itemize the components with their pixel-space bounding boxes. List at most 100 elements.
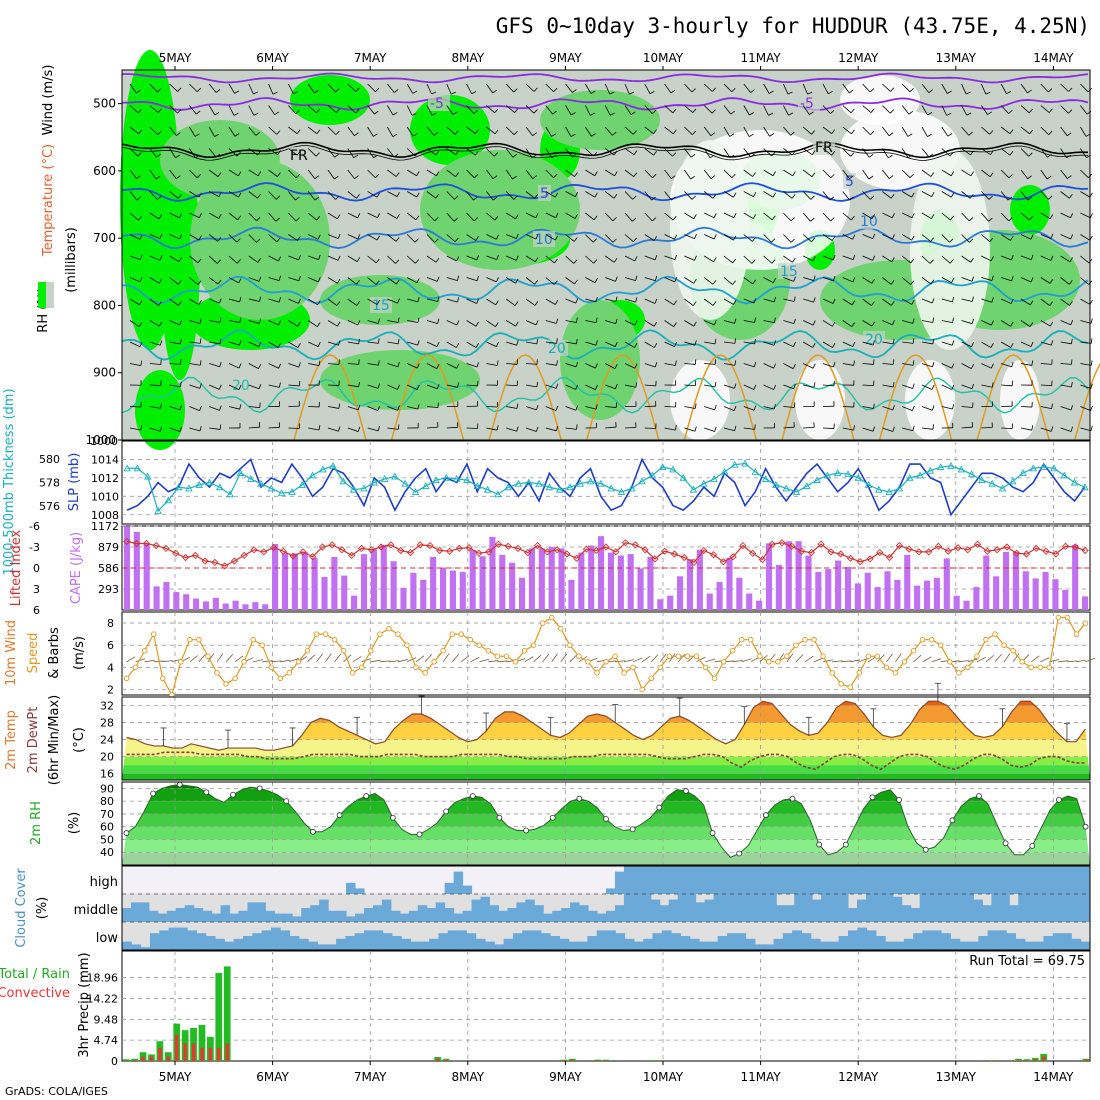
contour-label: 15 [780, 264, 798, 280]
wind-barb [783, 148, 793, 156]
precip-tick-label: 4.74 [94, 1034, 119, 1047]
lifted-index-marker [788, 542, 796, 550]
cape-bar [1062, 589, 1069, 610]
wind-barb [783, 105, 789, 116]
wind-barb-flag [694, 403, 697, 409]
wind-speed-marker [865, 653, 872, 660]
upper-air-frame [121, 69, 1091, 441]
wind-barb [644, 83, 651, 94]
wind-speed-marker [1010, 647, 1016, 654]
lifted-index-marker [123, 537, 131, 546]
cloud-cover-cell [265, 910, 275, 922]
wind-barb-flag [614, 341, 618, 347]
date-tick-label-bottom: 13MAY [936, 1070, 977, 1084]
cloud-cover-cell [280, 930, 291, 950]
wind-barb [189, 148, 196, 158]
wind-barb [387, 363, 399, 368]
wind-barb [248, 384, 260, 390]
lifted-index-marker [563, 550, 571, 558]
wind-barb [862, 169, 870, 180]
wind-barb-flag [314, 196, 320, 201]
lifted-index-marker [348, 551, 356, 560]
wind-barb [921, 277, 932, 285]
wind-barb [802, 148, 813, 155]
cloud-cover-cell [466, 933, 477, 950]
wind-barb [505, 169, 513, 180]
wind-speed-marker [937, 642, 944, 648]
wind-barb [565, 148, 573, 158]
wind-barb [961, 105, 968, 116]
wind-barb-flag [197, 258, 202, 264]
wind-barb-flag [158, 321, 163, 327]
wind-barb-flag [971, 383, 975, 389]
wind-barb-flag [337, 255, 341, 261]
wind-barb-flag [334, 153, 339, 158]
wind-barb [1080, 320, 1092, 324]
wind-barb [149, 427, 161, 432]
cloud-cover-cell [699, 941, 709, 950]
cloud-cover-cell [503, 938, 514, 950]
cloud-cover-cell [215, 938, 225, 950]
wind-barb [664, 255, 676, 261]
precip-convective-bar [1025, 1060, 1029, 1061]
wind-barb-flag [713, 213, 717, 218]
wind-barb-flag [1068, 87, 1073, 92]
cloud-level-label: middle [74, 903, 118, 918]
lifted-index-marker [338, 546, 346, 554]
wind-barb-flag [868, 153, 874, 158]
wind-barb-flag [434, 217, 439, 222]
cape-bar [163, 582, 170, 610]
wind-barb [307, 191, 316, 201]
cloud-cover-cell [438, 933, 449, 950]
wind-barb [228, 105, 235, 116]
wind-barb-flag [238, 384, 242, 390]
wind-barb [486, 212, 496, 221]
wind-barb [1000, 148, 1011, 156]
isotherm-line [121, 329, 1089, 361]
wind-barb [228, 126, 236, 137]
wind-barb [308, 427, 320, 431]
cloud-cover-cell [301, 908, 311, 922]
wind-barb-flag [316, 322, 321, 327]
date-tick-label-bottom: 5MAY [159, 1070, 192, 1084]
rh-dry-area [670, 360, 730, 440]
wind-barb [624, 105, 632, 115]
cloud-cover-cell [901, 905, 912, 922]
wind-barb-flag [851, 322, 856, 327]
cape-bar [686, 559, 694, 610]
wind-barb [506, 363, 518, 365]
wind-barb [169, 427, 181, 432]
wind-barb-flag [1010, 321, 1014, 327]
wind-barb-flag [931, 405, 935, 411]
wind-barb [1060, 105, 1069, 114]
wind-barb [882, 341, 894, 345]
contour-label: 5 [540, 186, 549, 202]
wind-barb [289, 658, 299, 663]
wind-barb-flag [177, 87, 182, 92]
wind-barb [426, 341, 438, 347]
wind-tick-label: 6 [107, 639, 114, 652]
wind-barb [644, 320, 655, 327]
wind-speed-marker [259, 642, 265, 648]
wind-speed-marker [630, 664, 636, 671]
wind-barb-flag [932, 424, 934, 430]
wind-barb [466, 298, 477, 304]
wind-barb-flag [1070, 320, 1074, 325]
wind-barb-flag [632, 130, 637, 135]
wind-barb [624, 83, 630, 95]
wind-speed-marker [675, 653, 682, 660]
wind-barb [248, 212, 257, 222]
wind-barb [961, 426, 973, 429]
rh-marker [150, 790, 156, 797]
wind-barb [723, 320, 735, 324]
wind-barb [367, 212, 378, 219]
precip-convective-bar [141, 1056, 145, 1061]
wind-barb-flag [496, 360, 499, 366]
wind-barb-flag [417, 404, 420, 410]
wind-barb [327, 427, 339, 432]
wind-barb [407, 363, 418, 369]
wind-barb-flag [1007, 196, 1013, 201]
isotherm-line [121, 145, 1089, 161]
thickness-marker [411, 488, 420, 495]
wind-barb [842, 255, 854, 261]
